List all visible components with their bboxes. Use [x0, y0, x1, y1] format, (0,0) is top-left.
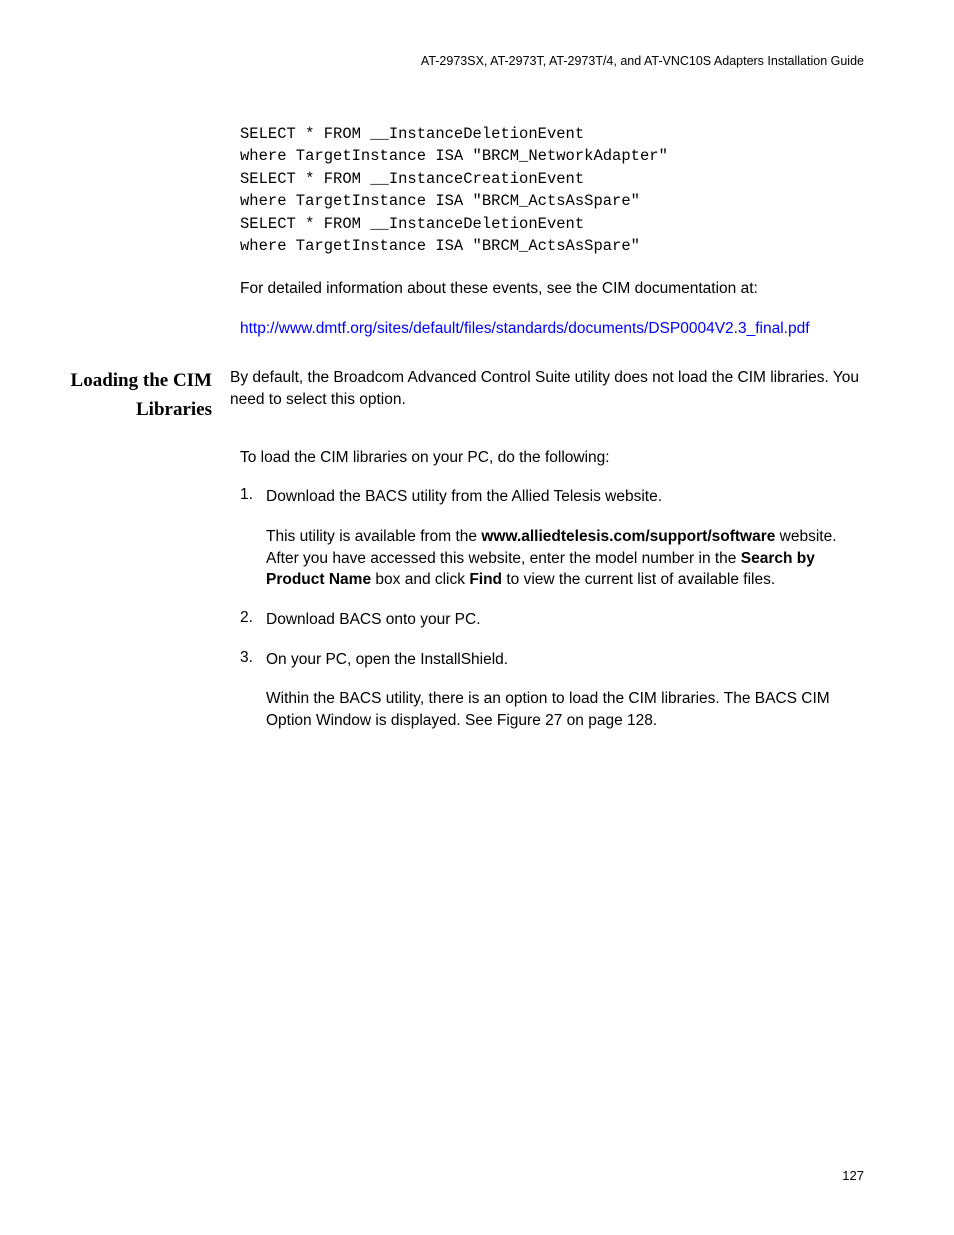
- list-sub-paragraph: This utility is available from the www.a…: [266, 526, 864, 591]
- code-line: where TargetInstance ISA "BRCM_NetworkAd…: [240, 147, 668, 165]
- documentation-link[interactable]: http://www.dmtf.org/sites/default/files/…: [115, 318, 864, 340]
- list-text: Download the BACS utility from the Allie…: [266, 488, 662, 505]
- text-run: This utility is available from the: [266, 528, 481, 545]
- page-content: AT-2973SX, AT-2973T, AT-2973T/4, and AT-…: [0, 0, 954, 732]
- heading-line: Loading the CIM: [40, 367, 212, 396]
- main-content: SELECT * FROM __InstanceDeletionEvent wh…: [240, 123, 864, 732]
- list-item-3: 3. On your PC, open the InstallShield. W…: [240, 649, 864, 732]
- bold-text: www.alliedtelesis.com/support/software: [481, 528, 775, 545]
- section-loading-cim: Loading the CIM Libraries By default, th…: [240, 367, 864, 428]
- code-block: SELECT * FROM __InstanceDeletionEvent wh…: [240, 123, 864, 258]
- list-text: Download BACS onto your PC.: [266, 611, 481, 628]
- list-content: On your PC, open the InstallShield. With…: [266, 649, 864, 732]
- section-body: By default, the Broadcom Advanced Contro…: [230, 367, 864, 428]
- section-heading: Loading the CIM Libraries: [40, 367, 230, 428]
- list-number: 2.: [240, 609, 266, 631]
- bold-text: Find: [469, 571, 502, 588]
- code-line: SELECT * FROM __InstanceCreationEvent: [240, 170, 584, 188]
- intro-paragraph: For detailed information about these eve…: [240, 278, 864, 300]
- section-para: To load the CIM libraries on your PC, do…: [240, 447, 864, 469]
- list-content: Download BACS onto your PC.: [266, 609, 864, 631]
- list-number: 1.: [240, 486, 266, 591]
- text-run: box and click: [371, 571, 469, 588]
- list-sub-paragraph: Within the BACS utility, there is an opt…: [266, 688, 864, 731]
- heading-line: Libraries: [40, 396, 212, 425]
- list-number: 3.: [240, 649, 266, 732]
- page-header: AT-2973SX, AT-2973T, AT-2973T/4, and AT-…: [115, 54, 864, 68]
- code-line: SELECT * FROM __InstanceDeletionEvent: [240, 125, 584, 143]
- text-run: to view the current list of available fi…: [502, 571, 775, 588]
- code-line: where TargetInstance ISA "BRCM_ActsAsSpa…: [240, 237, 640, 255]
- code-line: where TargetInstance ISA "BRCM_ActsAsSpa…: [240, 192, 640, 210]
- code-line: SELECT * FROM __InstanceDeletionEvent: [240, 215, 584, 233]
- header-title: AT-2973SX, AT-2973T, AT-2973T/4, and AT-…: [421, 54, 864, 68]
- list-content: Download the BACS utility from the Allie…: [266, 486, 864, 591]
- list-item-1: 1. Download the BACS utility from the Al…: [240, 486, 864, 591]
- list-text: On your PC, open the InstallShield.: [266, 651, 508, 668]
- section-para: By default, the Broadcom Advanced Contro…: [230, 367, 864, 410]
- page-number: 127: [842, 1168, 864, 1183]
- list-item-2: 2. Download BACS onto your PC.: [240, 609, 864, 631]
